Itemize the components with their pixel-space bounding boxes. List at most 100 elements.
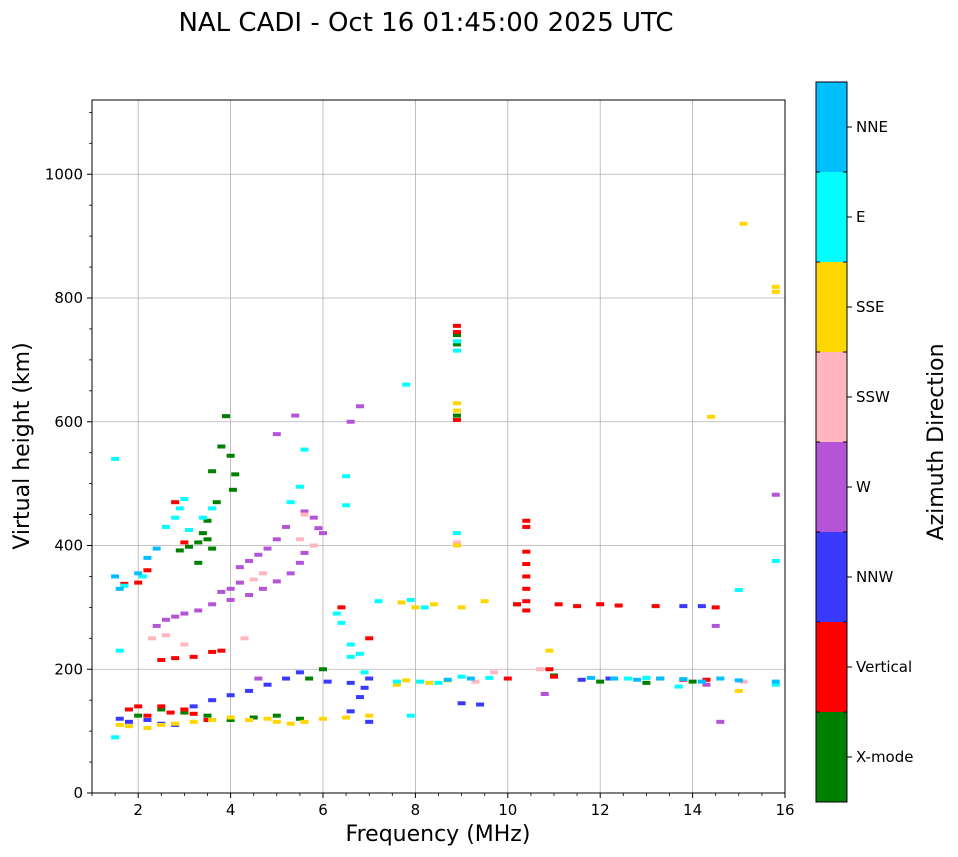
data-point-sse (392, 682, 401, 687)
data-point-vertical (711, 605, 720, 610)
data-point-e (337, 620, 346, 625)
data-point-w (272, 537, 281, 542)
data-point-nnw (355, 695, 364, 700)
data-point-e (346, 642, 355, 647)
data-point-e (342, 474, 351, 479)
data-point-nnw (697, 604, 706, 609)
data-point-w (226, 586, 235, 591)
data-point-e (111, 456, 120, 461)
data-point-ssw (300, 512, 309, 517)
data-point-vertical (203, 717, 212, 722)
data-point-sse (402, 678, 411, 683)
data-point-vertical (157, 704, 166, 709)
data-points (111, 221, 780, 740)
data-point-nnw (360, 685, 369, 690)
x-tick-label: 8 (411, 801, 421, 819)
data-point-vertical (143, 568, 152, 573)
data-point-w (272, 579, 281, 584)
colorbar-label: Azimuth Direction (924, 343, 949, 540)
data-point-vertical (522, 562, 531, 567)
data-point-vertical (596, 602, 605, 607)
data-point-nnw (457, 701, 466, 706)
data-point-vertical (134, 580, 143, 585)
data-point-sse (143, 726, 152, 731)
data-point-nne (679, 677, 688, 682)
colorbar-swatch (816, 442, 847, 532)
data-point-vertical (452, 330, 461, 335)
data-point-vertical (171, 656, 180, 661)
data-point-e (295, 484, 304, 489)
data-point-x-mode (217, 444, 226, 449)
colorbar-tick-label: SSE (856, 298, 885, 316)
data-point-sse (411, 605, 420, 610)
data-point-nne (111, 574, 120, 579)
data-point-x-mode (208, 546, 217, 551)
data-point-x-mode (185, 544, 194, 549)
data-point-sse (319, 716, 327, 721)
data-point-w (254, 552, 263, 557)
colorbar-tick-label: NNE (856, 118, 888, 136)
data-point-nnw (323, 679, 332, 684)
data-point-w (771, 492, 780, 497)
data-point-ssw (489, 670, 498, 675)
data-point-vertical (554, 602, 563, 607)
data-point-nnw (189, 704, 198, 709)
data-point-w (300, 550, 309, 555)
data-point-sse (739, 221, 748, 226)
data-point-vertical (550, 674, 558, 679)
data-point-e (402, 382, 411, 387)
data-point-nne (152, 546, 161, 551)
data-point-vertical (452, 417, 461, 422)
data-point-e (115, 648, 124, 653)
data-point-x-mode (305, 676, 314, 681)
data-point-x-mode (452, 413, 461, 418)
data-point-w (217, 589, 226, 594)
data-point-nnw (476, 702, 485, 707)
data-point-nnw (577, 677, 586, 682)
data-point-sse (457, 605, 466, 610)
data-point-sse (115, 722, 124, 727)
data-point-sse (452, 543, 461, 548)
data-point-vertical (180, 540, 189, 545)
data-point-nne (134, 571, 143, 576)
data-point-sse (734, 688, 743, 693)
data-point-w (263, 546, 272, 551)
data-point-e (452, 348, 461, 353)
x-tick-label: 10 (498, 801, 517, 819)
data-point-e (198, 515, 207, 520)
data-point-x-mode (231, 472, 240, 477)
data-point-nnw (245, 688, 254, 693)
data-point-sse (245, 717, 254, 722)
colorbar-swatch (816, 622, 847, 712)
data-point-w (282, 524, 291, 529)
data-point-w (346, 419, 355, 424)
data-point-w (286, 571, 295, 576)
colorbar-tick-label: E (856, 208, 865, 226)
data-point-e (771, 558, 780, 563)
data-point-x-mode (157, 707, 166, 712)
data-point-x-mode (226, 717, 235, 722)
data-point-vertical (651, 604, 660, 609)
x-tick-label: 6 (318, 801, 328, 819)
data-point-ssw (471, 679, 480, 684)
y-axis-label: Virtual height (km) (10, 342, 35, 549)
data-point-e (623, 676, 632, 681)
data-point-w (180, 611, 189, 616)
data-point-sse (771, 284, 780, 289)
y-tick-label: 200 (54, 660, 83, 678)
data-point-x-mode (194, 560, 203, 565)
data-point-e (374, 599, 383, 604)
data-point-sse (263, 716, 272, 721)
data-point-nnw (346, 709, 355, 714)
data-point-vertical (614, 603, 623, 608)
grid-lines (92, 100, 785, 793)
data-point-ssw (452, 540, 461, 545)
data-point-w (716, 719, 725, 724)
data-point-e (734, 588, 743, 593)
colorbar-frame (815, 81, 848, 803)
data-point-x-mode (203, 713, 212, 718)
data-point-e (674, 684, 683, 689)
data-point-ssw (148, 636, 157, 641)
data-point-x-mode (295, 716, 304, 721)
data-point-vertical (365, 636, 374, 641)
